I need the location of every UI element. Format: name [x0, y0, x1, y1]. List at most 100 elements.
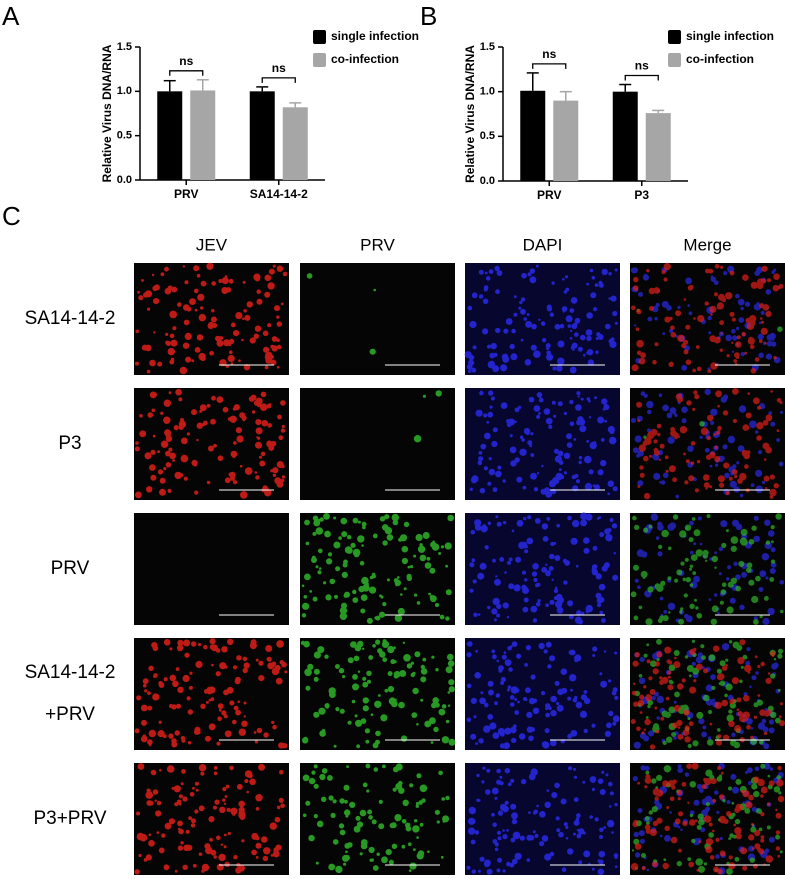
cell: [341, 571, 348, 579]
cell: [213, 771, 218, 776]
cell: [711, 339, 715, 343]
cell: [504, 727, 512, 735]
cell: [378, 823, 385, 830]
cell: [637, 699, 645, 707]
cell: [605, 323, 611, 330]
cell: [276, 338, 280, 342]
cell: [525, 645, 532, 651]
cell: [247, 773, 253, 779]
cell: [194, 308, 198, 312]
cell: [703, 668, 709, 674]
cell: [739, 472, 747, 481]
cell: [564, 560, 571, 566]
cell: [779, 850, 783, 854]
cell: [484, 271, 488, 275]
cell: [370, 713, 374, 716]
cell: [184, 332, 192, 340]
cell: [338, 668, 345, 674]
cell: [570, 730, 578, 737]
cell: [668, 660, 673, 665]
cell: [468, 369, 472, 373]
cell: [612, 486, 618, 492]
cell: [263, 732, 269, 738]
cell: [438, 552, 442, 555]
cell: [395, 763, 403, 771]
cell: [597, 778, 604, 784]
cell: [514, 852, 522, 860]
cell: [754, 766, 760, 772]
cell: [647, 704, 651, 709]
cell: [653, 472, 661, 480]
cell: [335, 865, 343, 874]
cell: [393, 673, 399, 679]
cell: [664, 825, 670, 831]
cell: [472, 345, 477, 350]
cell: [638, 444, 646, 452]
cell: [420, 698, 424, 702]
cell: [572, 698, 578, 703]
cell: [631, 305, 636, 311]
cell: [177, 302, 182, 307]
cell: [170, 339, 178, 347]
cell: [675, 494, 680, 499]
cell: [705, 769, 713, 777]
cell: [274, 664, 281, 672]
cell: [701, 731, 707, 738]
cell: [556, 701, 560, 706]
cell: [211, 281, 216, 286]
cell: [717, 475, 725, 483]
cell: [630, 591, 637, 598]
cell: [524, 663, 528, 667]
cell: [725, 334, 732, 342]
cell: [728, 476, 733, 481]
cell: [698, 718, 705, 725]
cell: [521, 570, 527, 575]
cell: [765, 446, 772, 454]
cell: [638, 674, 643, 678]
cell: [744, 351, 748, 355]
cell: [270, 359, 277, 366]
cell: [365, 582, 369, 587]
cell: [419, 784, 428, 793]
cell: [438, 770, 443, 776]
cell: [210, 316, 217, 323]
cell: [730, 536, 739, 544]
cell: [545, 570, 551, 577]
cell: [658, 544, 663, 550]
cell: [191, 818, 196, 824]
cell: [553, 596, 558, 601]
cell: [402, 799, 409, 806]
cell: [475, 409, 483, 417]
cell: [282, 271, 288, 277]
row-label: P3+PRV: [33, 808, 106, 829]
cell: [424, 562, 432, 569]
cell: [510, 803, 517, 810]
cell: [534, 518, 541, 524]
cell: [714, 551, 718, 555]
cell: [728, 862, 736, 870]
cell: [357, 640, 364, 648]
cell: [591, 569, 599, 576]
cell: [649, 689, 656, 695]
cell: [667, 684, 674, 691]
cell: [221, 277, 229, 285]
cell: [658, 393, 663, 398]
cell: [758, 587, 764, 592]
cell: [601, 770, 605, 774]
cell: [713, 645, 720, 652]
cell: [634, 843, 642, 850]
cell: [269, 822, 277, 830]
cell: [224, 730, 232, 738]
x-tick-label: SA14-14-2: [250, 187, 308, 201]
cell: [368, 815, 373, 820]
cell: [673, 432, 679, 438]
cell: [487, 680, 494, 687]
cell: [649, 306, 654, 311]
cell: [710, 778, 717, 785]
cell: [612, 721, 617, 726]
cell: [671, 732, 676, 737]
cell: [268, 444, 275, 451]
cell: [208, 723, 216, 731]
cell: [650, 513, 659, 521]
cell: [574, 317, 581, 324]
